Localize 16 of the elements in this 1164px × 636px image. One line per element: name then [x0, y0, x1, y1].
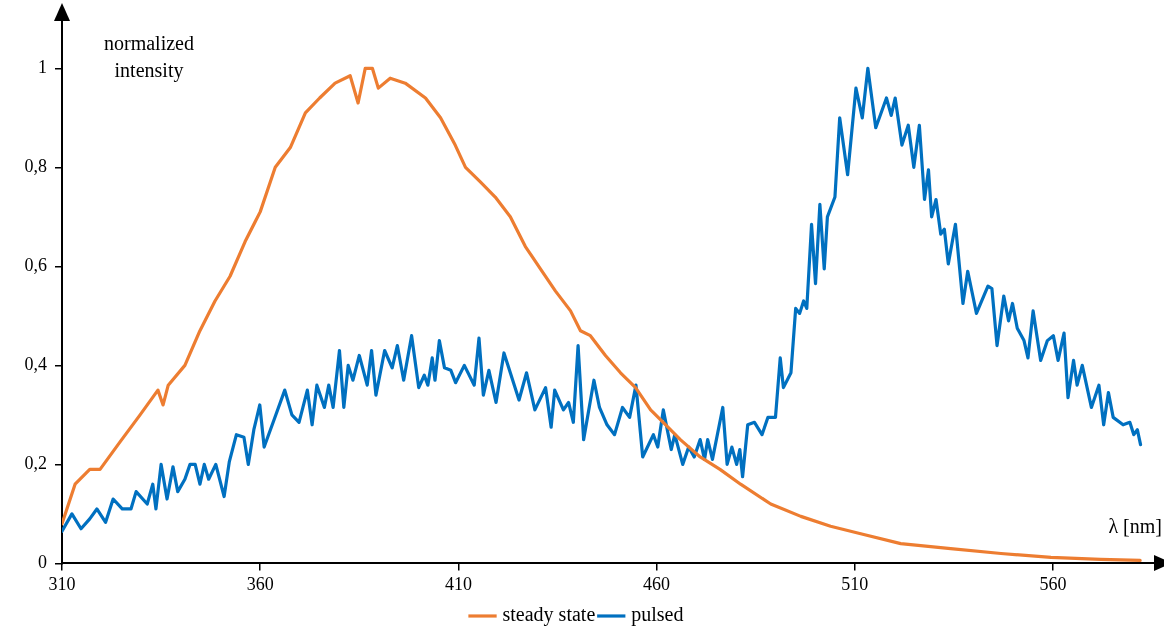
- y-tick-label: 1: [38, 57, 47, 78]
- x-tick-label: 410: [444, 573, 472, 594]
- x-tick-label: 360: [246, 573, 274, 594]
- legend-label: steady state: [502, 603, 596, 627]
- y-axis-title: normalized intensity: [104, 32, 194, 82]
- y-tick-label: 0,6: [24, 255, 47, 276]
- y-tick-label: 0,2: [24, 453, 47, 474]
- x-tick-label: 510: [841, 573, 869, 594]
- x-tick-label: 560: [1039, 573, 1067, 594]
- y-tick-label: 0: [38, 552, 47, 573]
- x-tick-label: 310: [48, 573, 76, 594]
- y-tick-label: 0,4: [24, 354, 47, 375]
- x-tick-label: 460: [643, 573, 671, 594]
- legend-label: pulsed: [631, 603, 684, 627]
- x-axis-title: λ [nm]: [1108, 515, 1162, 538]
- y-tick-label: 0,8: [24, 156, 47, 177]
